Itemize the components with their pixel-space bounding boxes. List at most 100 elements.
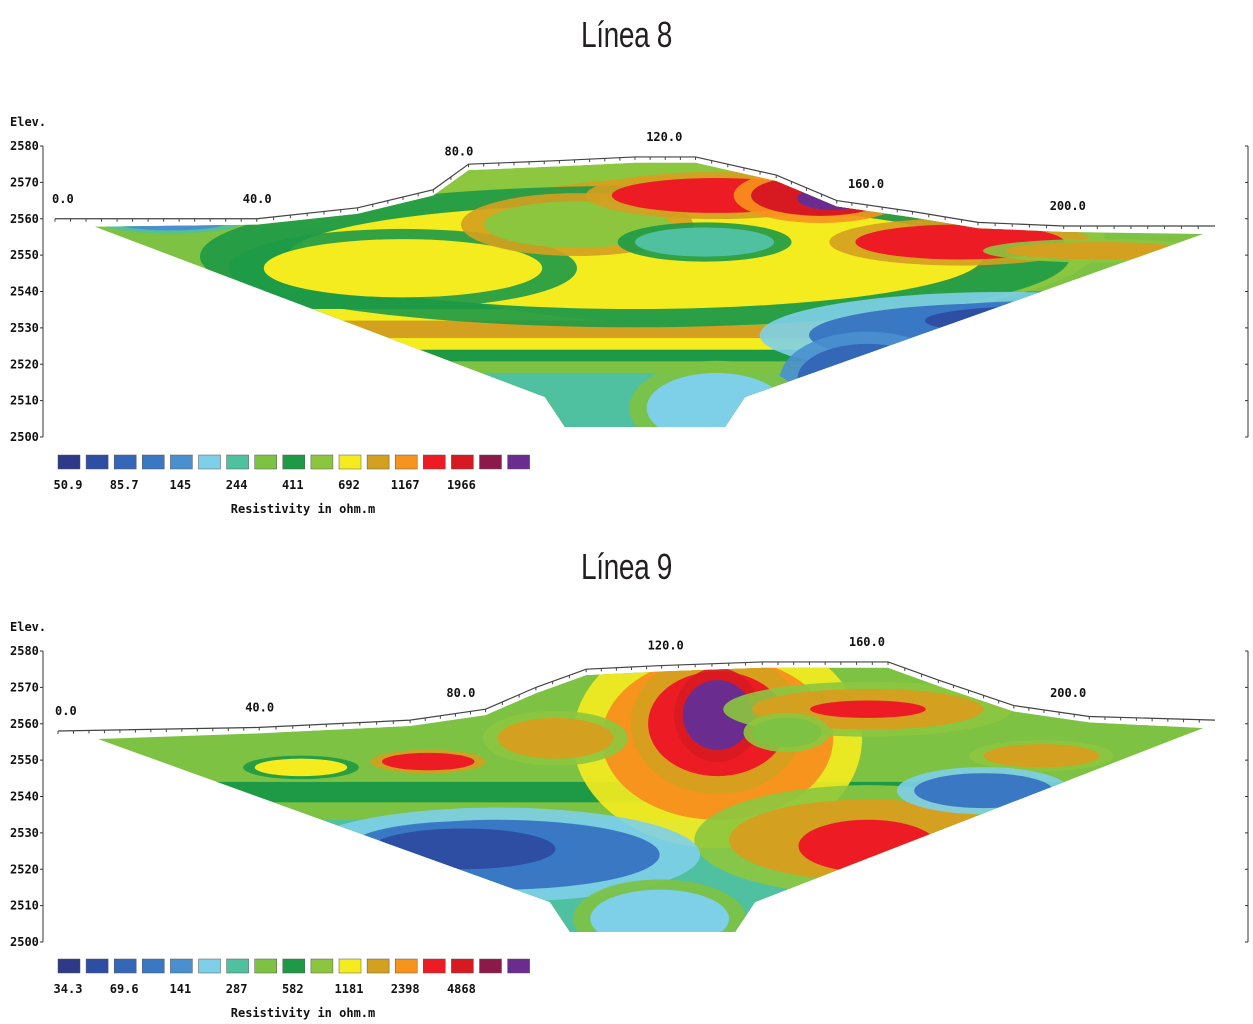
y-tick-label: 2580: [10, 644, 39, 658]
anomaly-halo: [1049, 210, 1195, 227]
x-tick-label: 160.0: [849, 635, 885, 649]
section-linea-9: Elev. 2580 2570 2560 2550 2540 2530 2520 2510 250…: [10, 620, 1249, 1020]
legend-swatch: [170, 454, 193, 470]
legend-swatch: [57, 958, 81, 974]
y-tick-label: 2530: [10, 826, 39, 840]
legend-swatch: [170, 958, 193, 974]
legend-value: 411: [282, 478, 304, 492]
legend-swatch: [282, 454, 306, 470]
legend-title: Resistivity in ohm.m: [231, 1006, 376, 1020]
legend-swatch: [394, 958, 418, 974]
legend-swatch: [282, 958, 306, 974]
legend-value: 2398: [391, 982, 420, 996]
legend-value: 34.3: [54, 982, 83, 996]
legend-swatch: [57, 454, 81, 470]
legend-swatch: [507, 454, 530, 470]
chart-title-linea-8: Línea 8: [581, 14, 672, 55]
legend-swatch: [451, 454, 474, 470]
legend-swatch: [254, 958, 277, 974]
legend-value: 4868: [447, 982, 476, 996]
legend-swatch: [338, 454, 362, 470]
y-axis-label: Elev.: [10, 620, 46, 634]
y-tick-label: 2530: [10, 321, 39, 335]
anomaly-core: [370, 828, 556, 870]
y-tick-label: 2500: [10, 935, 39, 949]
anomaly-core: [1006, 242, 1192, 260]
anomaly-core: [914, 773, 1054, 809]
color-legend: 50.9 85.7 145 244 411 692 1167 1966 Resistivity …: [54, 454, 530, 516]
legend-swatch: [198, 958, 221, 974]
y-tick-label: 2570: [10, 680, 39, 694]
x-tick-label: 40.0: [245, 700, 274, 714]
legend-value: 692: [338, 478, 360, 492]
y-tick-label: 2570: [10, 175, 39, 189]
legend-value: 244: [226, 478, 248, 492]
legend-value: 582: [282, 982, 304, 996]
legend-swatch: [310, 958, 334, 974]
legend-swatch: [423, 958, 446, 974]
x-tick-label: 120.0: [646, 130, 682, 144]
legend-swatch: [226, 454, 249, 470]
legend-value: 1167: [391, 478, 420, 492]
anomaly-core: [1064, 212, 1181, 225]
anomaly-core: [797, 343, 937, 414]
legend-swatch: [226, 958, 249, 974]
legend-value: 1966: [447, 478, 476, 492]
legend-swatch: [507, 958, 530, 974]
y-axis-label: Elev.: [10, 115, 46, 129]
legend-swatch: [254, 454, 277, 470]
anomaly-core: [263, 239, 543, 298]
x-tick-label: 80.0: [446, 686, 475, 700]
x-tick-label: 40.0: [243, 192, 272, 206]
y-tick-label: 2510: [10, 394, 39, 408]
section-linea-8: Elev. 2580 2570 2560 2550 2540 2530 2520 2510 250…: [10, 115, 1249, 516]
x-tick-label: 80.0: [444, 144, 473, 158]
resistivity-section-fill: [98, 667, 1203, 932]
x-tick-label: 160.0: [848, 177, 884, 191]
legend-value: 145: [170, 478, 192, 492]
y-tick-label: 2550: [10, 753, 39, 767]
anomaly-core: [983, 744, 1100, 768]
y-tick-label: 2560: [10, 212, 39, 226]
legend-swatch: [113, 454, 137, 470]
legend-swatch: [479, 454, 502, 470]
x-tick-label: 200.0: [1050, 199, 1086, 213]
anomaly-core: [810, 700, 926, 718]
y-tick-label: 2520: [10, 862, 39, 876]
anomaly-core: [646, 372, 786, 427]
legend-swatch: [366, 958, 390, 974]
anomaly-core: [925, 306, 1157, 336]
anomaly-core: [254, 758, 348, 777]
legend-swatch: [310, 454, 334, 470]
legend-swatch: [198, 454, 221, 470]
y-tick-label: 2500: [10, 430, 39, 444]
legend-title: Resistivity in ohm.m: [231, 502, 376, 516]
x-tick-label: 0.0: [52, 192, 74, 206]
color-legend: 34.3 69.6 141 287 582 1181 2398 4868 Resistivity…: [54, 958, 530, 1020]
legend-swatch: [479, 958, 502, 974]
anomaly-core: [497, 717, 614, 759]
legend-value: 85.7: [110, 478, 139, 492]
y-tick-label: 2580: [10, 139, 39, 153]
x-tick-label: 120.0: [648, 639, 684, 653]
legend-swatch: [451, 958, 474, 974]
legend-value: 287: [226, 982, 248, 996]
legend-swatch: [85, 454, 109, 470]
chart-title-linea-9: Línea 9: [581, 546, 672, 587]
legend-swatch: [366, 454, 390, 470]
anomaly-core: [113, 212, 229, 231]
x-tick-label: 0.0: [55, 704, 77, 718]
legend-value: 141: [170, 982, 192, 996]
anomaly-core: [682, 680, 753, 750]
legend-value: 1181: [335, 982, 364, 996]
legend-value: 69.6: [110, 982, 139, 996]
y-tick-label: 2520: [10, 357, 39, 371]
y-tick-label: 2510: [10, 899, 39, 913]
legend-swatch: [142, 454, 165, 470]
legend-value: 50.9: [54, 478, 83, 492]
resistivity-section-fill: [95, 162, 1203, 427]
anomaly-core: [381, 752, 475, 771]
legend-swatch: [423, 454, 446, 470]
y-tick-label: 2540: [10, 790, 39, 804]
